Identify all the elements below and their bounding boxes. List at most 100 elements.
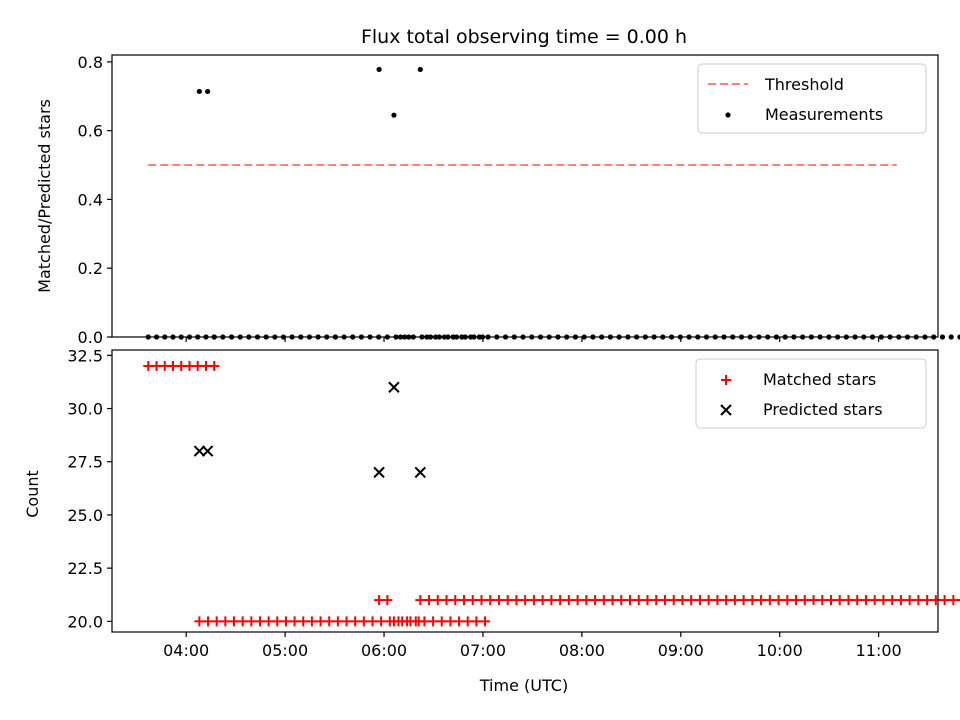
matched-star-point: [633, 595, 644, 606]
matched-star-point: [712, 595, 723, 606]
top-y-tick-label: 0.4: [78, 190, 103, 209]
matched-star-point: [686, 595, 697, 606]
matched-star-point: [462, 616, 473, 627]
matched-star-point: [869, 595, 880, 606]
matched-star-point: [747, 595, 758, 606]
bottom-x-tick-label: 08:00: [559, 641, 605, 660]
matched-star-point: [957, 599, 960, 602]
legend-matched-label: Matched stars: [763, 370, 876, 389]
measurement-point: [948, 334, 954, 340]
matched-star-point: [246, 616, 257, 627]
matched-star-point: [358, 616, 369, 627]
matched-star-point: [642, 595, 653, 606]
matched-star-point: [756, 595, 767, 606]
matched-star-point: [852, 595, 863, 606]
matched-star-point: [607, 595, 618, 606]
matched-star-point: [791, 595, 802, 606]
bottom-y-tick-label: 27.5: [67, 453, 103, 472]
matched-star-point: [659, 595, 670, 606]
x-axis-label: Time (UTC): [479, 676, 568, 695]
matched-star-point: [350, 616, 361, 627]
matched-star-point: [528, 595, 539, 606]
matched-star-point: [263, 616, 274, 627]
matched-star-point: [341, 616, 352, 627]
top-y-axis-label: Matched/Predicted stars: [35, 99, 54, 293]
bottom-y-tick-label: 20.0: [67, 612, 103, 631]
predicted-star-point: [414, 466, 427, 479]
matched-star-point: [289, 616, 300, 627]
bottom-x-tick-label: 11:00: [856, 641, 902, 660]
matched-star-point: [211, 616, 222, 627]
matched-star-point: [782, 595, 793, 606]
bottom-x-tick-label: 07:00: [460, 641, 506, 660]
legend-measurements-swatch: [725, 112, 731, 118]
bottom-x-tick-label: 09:00: [658, 641, 704, 660]
bottom-y-tick-label: 22.5: [67, 559, 103, 578]
matched-star-point: [485, 595, 496, 606]
matched-star-point: [878, 595, 889, 606]
bottom-legend-box: [695, 358, 927, 429]
top-axes-frame: [111, 54, 939, 338]
matched-star-point: [445, 616, 456, 627]
matched-star-point: [367, 616, 378, 627]
top-y-tick-label: 0.0: [78, 328, 103, 347]
predicted-star-point: [193, 445, 206, 457]
bottom-y-tick-label: 30.0: [67, 400, 103, 419]
matched-star-point: [458, 595, 469, 606]
measurement-point: [391, 112, 397, 118]
top-y-ticks: 0.0 0.2 0.4 0.6 0.8: [78, 53, 112, 347]
measurement-point: [376, 66, 382, 73]
matched-star-point: [825, 595, 836, 606]
measurement-point: [417, 66, 423, 73]
measurement-point: [205, 88, 211, 95]
bottom-x-tick-label: 06:00: [361, 641, 407, 660]
matched-star-point: [306, 616, 317, 627]
matched-star-point: [616, 595, 627, 606]
matched-star-point: [922, 595, 933, 606]
matched-star-point: [493, 595, 504, 606]
bottom-panel: 20.0 22.5 25.0 27.5 30.0 32.5 04:00 05:00 06:00…: [23, 346, 960, 695]
matched-star-point: [904, 595, 915, 606]
bottom-y-tick-label: 25.0: [67, 506, 103, 525]
matched-star-point: [480, 616, 491, 627]
matched-star-point: [324, 616, 335, 627]
top-y-tick-label: 0.8: [78, 53, 103, 72]
top-marks: [145, 66, 960, 340]
top-y-tick-label: 0.2: [78, 259, 103, 278]
matched-star-point: [817, 595, 828, 606]
top-y-tick-label: 0.6: [78, 122, 103, 141]
matched-star-point: [280, 616, 291, 627]
legend-threshold-label: Threshold: [764, 75, 844, 94]
top-legend-box: [697, 63, 927, 134]
matched-star-point: [738, 595, 749, 606]
matched-star-point: [298, 616, 309, 627]
matched-star-point: [254, 616, 265, 627]
matched-star-point: [220, 616, 231, 627]
bottom-marks: [143, 360, 960, 627]
matched-star-point: [209, 360, 220, 371]
matched-star-point: [454, 616, 465, 627]
legend-measurements-label: Measurements: [765, 105, 883, 124]
bottom-y-ticks: 20.0 22.5 25.0 27.5 30.0 32.5: [67, 346, 112, 631]
matched-star-point: [895, 595, 906, 606]
bottom-legend: Matched stars Predicted stars: [695, 358, 927, 429]
matched-star-point: [450, 595, 461, 606]
legend-matched-plus: [721, 375, 731, 385]
matched-star-point: [694, 595, 705, 606]
matched-star-point: [651, 595, 662, 606]
matched-star-point: [203, 616, 214, 627]
top-x-ticks: [185, 337, 880, 342]
matched-star-point: [415, 595, 426, 606]
matched-star-point: [590, 595, 601, 606]
matched-star-point: [860, 595, 871, 606]
matched-star-point: [581, 595, 592, 606]
top-panel: Flux total observing time = 0.00 h 0.00.…: [35, 26, 960, 347]
bottom-x-tick-label: 04:00: [163, 641, 209, 660]
matched-star-point: [315, 616, 326, 627]
matched-star-point: [887, 595, 898, 606]
matched-star-point: [511, 595, 522, 606]
matched-star-point: [332, 616, 343, 627]
legend-matched-swatch: [721, 375, 731, 385]
matched-star-point: [428, 616, 439, 627]
matched-star-point: [729, 595, 740, 606]
